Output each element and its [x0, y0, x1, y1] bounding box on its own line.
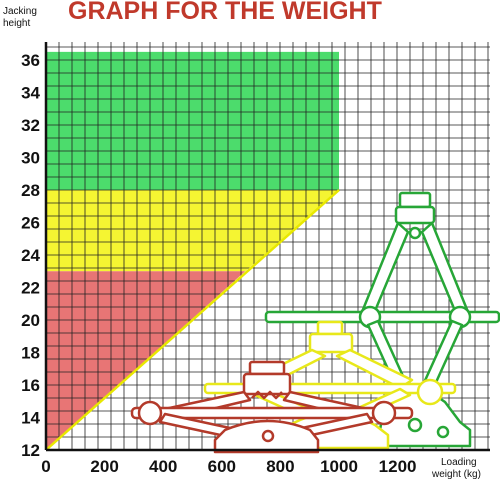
chart-title: GRAPH FOR THE WEIGHT: [68, 0, 382, 25]
zone-boundary-line: [45, 189, 340, 451]
y-tick-label: 36: [21, 51, 40, 70]
y-tick-label: 18: [21, 344, 40, 363]
y-axis-label-line2: height: [3, 18, 30, 29]
y-tick-label: 34: [21, 84, 40, 103]
y-tick-label: 14: [21, 409, 40, 428]
y-tick-label: 32: [21, 116, 40, 135]
x-tick-label: 1000: [320, 457, 358, 476]
y-tick-label: 22: [21, 279, 40, 298]
boundary-layer: [45, 189, 340, 451]
x-axis-label-line1: Loading: [441, 457, 477, 468]
x-axis-label-line2: weight (kg): [431, 469, 481, 479]
red-scissor-jack-icon: [130, 360, 414, 454]
x-tick-label: 0: [41, 457, 50, 476]
y-tick-label: 30: [21, 149, 40, 168]
x-tick-label: 400: [149, 457, 177, 476]
y-tick-label: 28: [21, 181, 40, 200]
y-tick-label: 26: [21, 214, 40, 233]
zone-2: [46, 190, 339, 272]
x-tick-label: 800: [266, 457, 294, 476]
x-tick-label: 600: [208, 457, 236, 476]
y-axis-label-line1: Jacking: [3, 6, 37, 17]
x-tick-labels: 0 200 400 600 800 1000 1200: [41, 457, 416, 476]
x-tick-label: 200: [90, 457, 118, 476]
y-tick-label: 12: [21, 441, 40, 460]
y-tick-labels: 12 14 16 18 20 22 24 26 28 30 32 34 36: [21, 51, 40, 460]
y-tick-label: 20: [21, 311, 40, 330]
y-tick-label: 16: [21, 376, 40, 395]
zone-1: [46, 51, 339, 191]
x-tick-label: 1200: [379, 457, 417, 476]
y-tick-label: 24: [21, 246, 40, 265]
